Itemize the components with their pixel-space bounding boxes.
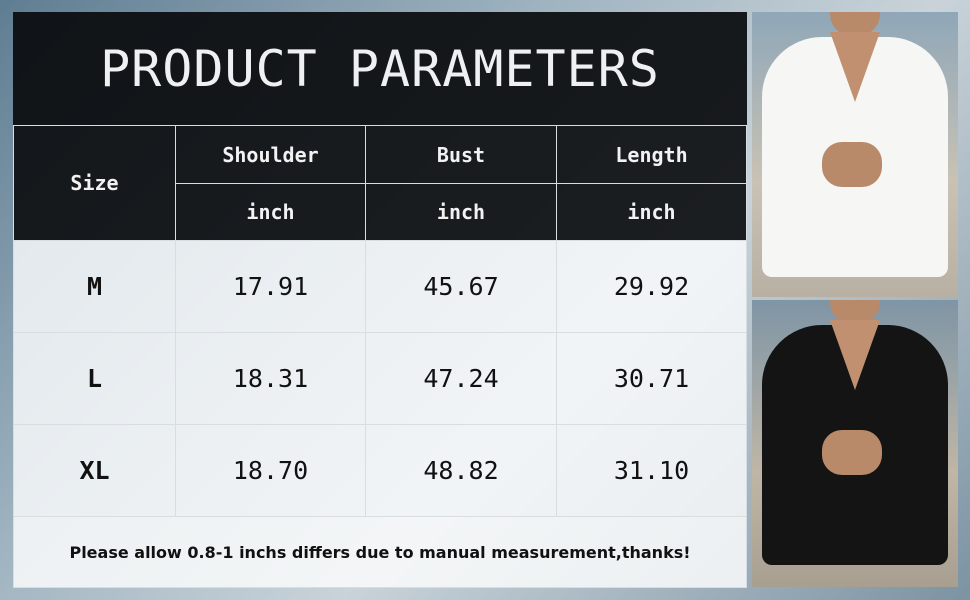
model-hands	[822, 142, 882, 187]
table-row: L 18.31 47.24 30.71	[13, 332, 747, 425]
v-neck	[830, 320, 880, 390]
v-neck	[830, 32, 880, 102]
model-hands	[822, 430, 882, 475]
bust-cell: 48.82	[365, 424, 557, 517]
header-row: Size Shoulder Bust Length	[13, 125, 747, 241]
size-chart-panel: PRODUCT PARAMETERS Size Shoulder Bust Le…	[13, 12, 747, 588]
size-cell: L	[13, 332, 176, 425]
column-header-length: Length	[556, 125, 747, 184]
shoulder-cell: 17.91	[175, 240, 366, 333]
size-cell: M	[13, 240, 176, 333]
table-row: M 17.91 45.67 29.92	[13, 240, 747, 333]
product-photo-black	[752, 300, 958, 587]
page-title: PRODUCT PARAMETERS	[13, 12, 747, 125]
shoulder-cell: 18.31	[175, 332, 366, 425]
measurement-note: Please allow 0.8-1 inchs differs due to …	[13, 516, 747, 588]
size-cell: XL	[13, 424, 176, 517]
length-cell: 29.92	[556, 240, 747, 333]
column-header-shoulder: Shoulder	[175, 125, 366, 184]
column-header-bust: Bust	[365, 125, 557, 184]
unit-row: inch inch inch	[14, 183, 747, 241]
unit-bust: inch	[365, 183, 557, 241]
shoulder-cell: 18.70	[175, 424, 366, 517]
unit-length: inch	[556, 183, 747, 241]
bust-cell: 47.24	[365, 332, 557, 425]
product-photo-white	[752, 12, 958, 297]
size-table: Size Shoulder Bust Length inch inch inch…	[13, 125, 747, 517]
size-header: Size	[13, 125, 176, 241]
length-cell: 30.71	[556, 332, 747, 425]
table-row: XL 18.70 48.82 31.10	[13, 424, 747, 517]
length-cell: 31.10	[556, 424, 747, 517]
unit-shoulder: inch	[175, 183, 366, 241]
bust-cell: 45.67	[365, 240, 557, 333]
